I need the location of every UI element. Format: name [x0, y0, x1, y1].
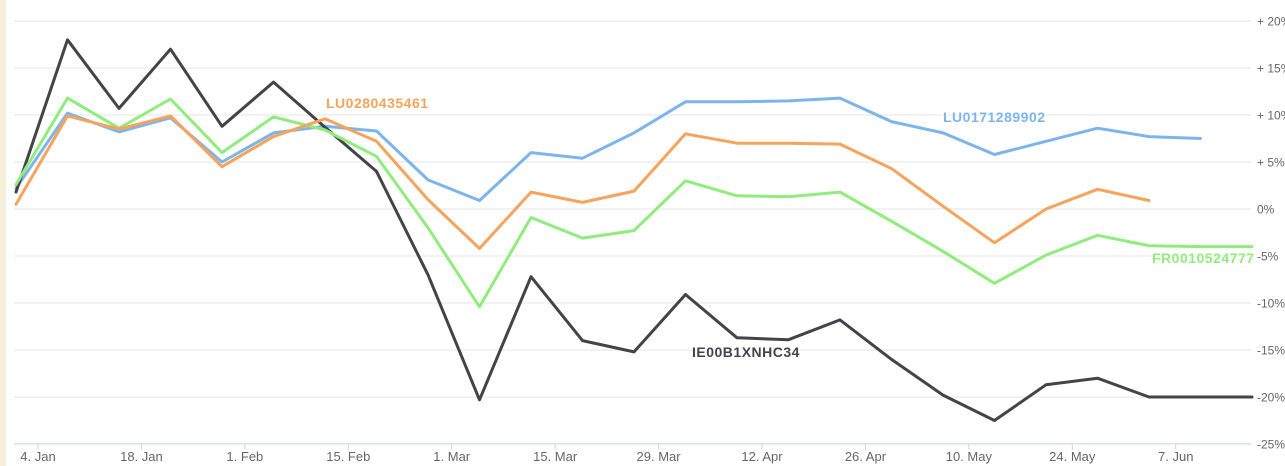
y-axis-label: + 5% [1257, 156, 1285, 170]
chart-plot-area[interactable]: + 20% + 15% + 10% + 5% 0% -5% -10% -15% -20% -25%… [6, 0, 1285, 466]
y-axis-label: + 15% [1257, 62, 1285, 76]
series-line-fr0010524777[interactable] [14, 96, 1254, 309]
x-axis-label: 15. Feb [326, 449, 370, 464]
series-label-ie00b1xnhc34: IE00B1XNHC34 [692, 344, 800, 360]
x-axis-label: 12. Apr [741, 449, 783, 464]
x-axis-label: 1. Mar [433, 449, 471, 464]
y-axis-label: -20% [1257, 391, 1285, 405]
series-label-fr0010524777: FR0010524777 [1152, 250, 1255, 266]
x-axis-label: 10. May [946, 449, 993, 464]
performance-chart[interactable]: + 20% + 15% + 10% + 5% 0% -5% -10% -15% -20% -25%… [6, 0, 1285, 466]
x-axis-label: 29. Mar [637, 449, 682, 464]
y-axis-label: + 20% [1257, 15, 1285, 29]
y-axis-label: -5% [1257, 250, 1279, 264]
x-axis-label: 7. Jun [1158, 449, 1193, 464]
series-label-lu0280435461: LU0280435461 [326, 95, 429, 111]
y-axis-label: -10% [1257, 297, 1285, 311]
x-axis-label: 18. Jan [120, 449, 163, 464]
x-axis-label: 26. Apr [845, 449, 887, 464]
x-axis-label: 1. Feb [226, 449, 263, 464]
y-axis-label: -15% [1257, 344, 1285, 358]
y-axis-label: -25% [1257, 438, 1285, 452]
series-label-lu0171289902: LU0171289902 [943, 109, 1046, 125]
x-axis-label: 15. Mar [533, 449, 578, 464]
x-axis-label: 4. Jan [20, 449, 55, 464]
y-axis-label: 0% [1257, 203, 1275, 217]
y-axis-label: + 10% [1257, 109, 1285, 123]
series-line-ie00b1xnhc34[interactable] [14, 38, 1254, 422]
page-background-edge [0, 0, 6, 466]
series-line-lu0280435461[interactable] [14, 114, 1151, 250]
series-line-lu0171289902[interactable] [14, 96, 1202, 202]
x-axis-label: 24. May [1049, 449, 1096, 464]
